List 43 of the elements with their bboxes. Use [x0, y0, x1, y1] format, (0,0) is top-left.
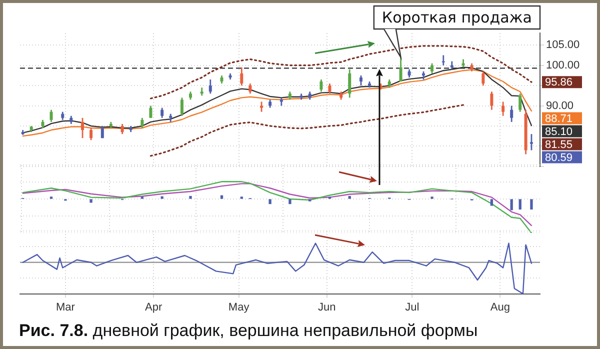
candlestick [260, 101, 264, 113]
data-label: 95.86 [545, 76, 573, 89]
x-tick-label: Mar [56, 301, 76, 314]
candlestick [160, 107, 164, 119]
y-tick-label: 105.00 [546, 39, 580, 52]
candlestick [81, 117, 84, 139]
text: Рис. 7.8. дневной график, вершина неправильной формы [19, 321, 478, 340]
candlestick [502, 101, 505, 117]
candlestick [140, 117, 144, 129]
candlestick [359, 74, 362, 86]
candlestick [120, 123, 124, 135]
text: 80.59 [545, 152, 573, 164]
annotation: Короткая продажа [382, 8, 532, 26]
candlestick [399, 56, 402, 82]
y-tick-label: 90.00 [546, 100, 574, 112]
x-tick-label: Apr [144, 301, 162, 314]
candlestick [490, 90, 494, 111]
line-series [150, 45, 532, 100]
candlestick [348, 68, 352, 98]
data-label: 88.71 [545, 112, 573, 125]
candlestick [328, 82, 332, 94]
data-label: 85.10 [545, 126, 573, 138]
candlestick [149, 105, 152, 119]
candlestick [90, 127, 93, 141]
x-tick-label: May [228, 301, 250, 314]
candlestick [100, 125, 104, 139]
candlestick [530, 133, 533, 151]
candlestick [320, 78, 323, 92]
x-tick-label: Aug [490, 301, 510, 314]
candlestick [430, 62, 434, 74]
candlestick [442, 54, 445, 66]
line-series [150, 104, 464, 157]
candlestick [248, 82, 252, 94]
candlestick [510, 105, 514, 123]
candlestick [482, 70, 485, 86]
x-tick-label: Jul [405, 301, 420, 314]
candlestick [180, 96, 184, 117]
y-tick-label: 100.00 [546, 59, 580, 72]
x-tick-label: Jun [318, 301, 336, 314]
candlestick [208, 78, 212, 94]
candlestick [240, 66, 244, 86]
candlestick [518, 92, 522, 113]
text: 81.55 [545, 138, 573, 151]
